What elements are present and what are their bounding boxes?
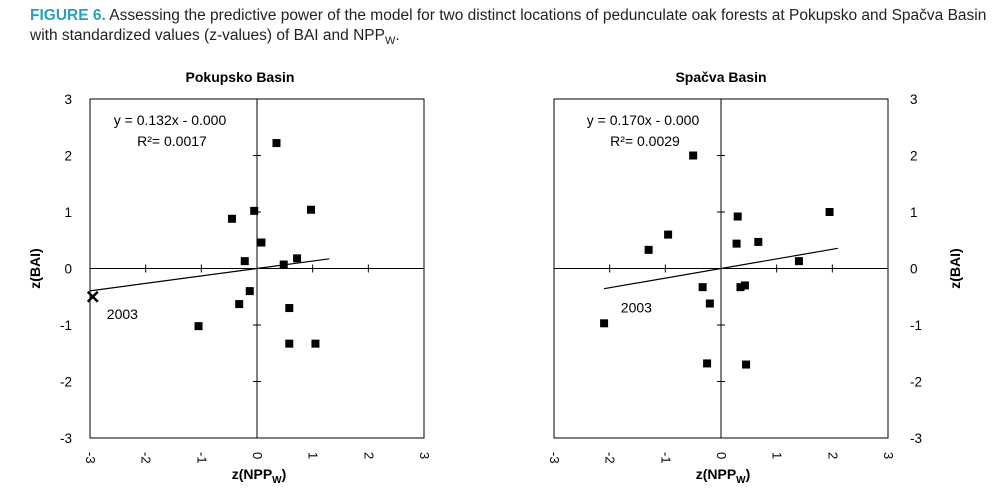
- chart1-x-tick-label: -2: [139, 452, 154, 464]
- chart2-trendline: [603, 247, 839, 290]
- chart1-x-tick-label: 2: [361, 452, 376, 459]
- chart2-x-tick-label: 3: [881, 452, 896, 459]
- chart1-data-point: [240, 257, 249, 266]
- chart1-x-tick-label: 1: [306, 452, 321, 459]
- caption-subscript: W: [384, 35, 396, 48]
- chart1-highlight-marker-2003: [86, 290, 99, 303]
- chart2-x-tick-label: -1: [658, 452, 673, 464]
- chart1-data-point: [279, 260, 288, 269]
- chart1-y-axis-label: z(BAI): [27, 248, 43, 288]
- chart2-data-point: [825, 208, 834, 216]
- chart1-data-point: [306, 205, 315, 214]
- chart1-y-tick-label: -3: [60, 431, 72, 446]
- chart1-data-point: [257, 238, 266, 247]
- chart1-y-tick-label: 0: [64, 262, 72, 277]
- chart2-x-tick-label: 2: [825, 452, 840, 459]
- chart2-data-point: [703, 359, 712, 368]
- chart1-y-tick-label: 2: [64, 149, 72, 164]
- chart1-y-tick-label: 3: [64, 92, 72, 107]
- chart2-y-tick-label: -1: [910, 318, 922, 333]
- chart2-y-tick-label: 0: [910, 262, 918, 277]
- chart2-data-point: [732, 239, 741, 248]
- chart1-trendline: [89, 258, 330, 292]
- chart2-y-tick-label: -3: [910, 431, 922, 446]
- chart2-x-tick-label: 0: [714, 452, 729, 459]
- chart2-x-tick-label: -3: [547, 452, 562, 464]
- chart2-y-tick-label: 2: [910, 149, 918, 164]
- chart1-data-point: [250, 206, 259, 215]
- chart1-x-axis-label: z(NPPW): [232, 466, 287, 486]
- chart2-r-squared-label: R²= 0.0029: [610, 133, 680, 149]
- chart2-data-point: [689, 151, 698, 160]
- chart1-data-point: [285, 339, 294, 348]
- chart2-x-axis-label: z(NPPW): [696, 466, 751, 486]
- chart2-regression-equation: y = 0.170x - 0.000: [587, 112, 700, 128]
- caption-text: Assessing the predictive power of the mo…: [30, 7, 987, 44]
- chart2-data-point: [754, 237, 763, 246]
- chart2-data-point: [644, 245, 653, 254]
- chart1-data-point: [245, 287, 254, 296]
- chart1-data-point: [311, 339, 320, 348]
- chart1-x-tick-label: -1: [194, 452, 209, 464]
- chart2-y-tick-label: 1: [910, 205, 918, 220]
- figure-label: FIGURE 6.: [30, 7, 106, 24]
- chart1-data-point: [285, 304, 294, 313]
- chart1-r-squared-label: R²= 0.0017: [137, 133, 207, 149]
- chart1-data-point: [235, 300, 244, 309]
- chart2-data-point: [705, 299, 714, 308]
- chart2-data-point: [600, 319, 609, 328]
- chart1-x-tick-label: -3: [83, 452, 98, 464]
- chart2-x-tick-label: -2: [603, 452, 618, 464]
- chart1-y-tick-label: -2: [60, 375, 72, 390]
- chart2-data-point: [698, 283, 707, 292]
- figure-caption: FIGURE 6. Assessing the predictive power…: [30, 6, 990, 51]
- chart1-year-label-2003: 2003: [107, 306, 138, 322]
- chart2-data-point: [736, 283, 745, 292]
- caption-end: .: [395, 27, 400, 44]
- chart1-data-point: [293, 254, 302, 263]
- chart2-data-point: [664, 230, 673, 239]
- chart1-data-point: [272, 139, 281, 148]
- chart2-y-tick-label: -2: [910, 375, 922, 390]
- chart1-title: Pokupsko Basin: [186, 69, 295, 85]
- chart2-x-tick-label: 1: [770, 452, 785, 459]
- chart2-y-axis-label: z(BAI): [947, 248, 963, 288]
- chart1-regression-equation: y = 0.132x - 0.000: [114, 112, 227, 128]
- chart1-data-point: [194, 322, 203, 331]
- chart1-y-tick-label: -1: [60, 318, 72, 333]
- chart2-title: Spačva Basin: [675, 69, 766, 85]
- chart2-data-point: [733, 212, 742, 221]
- chart2-year-label-2003: 2003: [621, 300, 652, 316]
- chart2-y-tick-label: 3: [910, 92, 918, 107]
- chart2-data-point: [742, 360, 751, 369]
- chart1-x-tick-label: 0: [250, 452, 265, 459]
- chart1-y-tick-label: 1: [64, 205, 72, 220]
- chart2-data-point: [794, 257, 803, 266]
- chart1-data-point: [227, 214, 236, 223]
- chart2-data-point: [740, 281, 749, 290]
- chart1-x-tick-label: 3: [417, 452, 432, 459]
